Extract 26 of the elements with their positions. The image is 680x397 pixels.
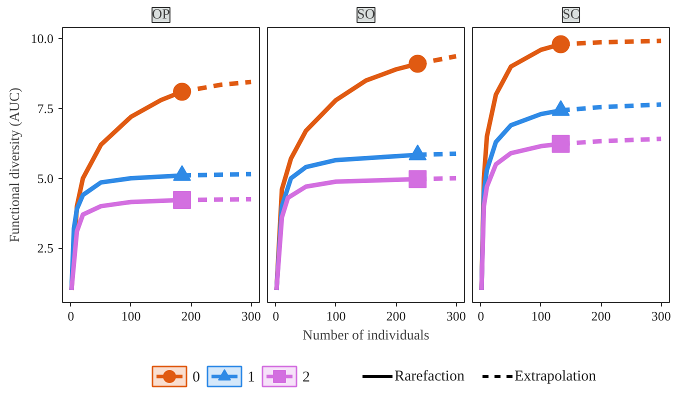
y-axis-title: Functional diversity (AUC) bbox=[8, 87, 23, 242]
x-tick-label: 200 bbox=[181, 308, 201, 324]
x-tick-label: 0 bbox=[478, 308, 484, 324]
text: Rarefaction bbox=[394, 368, 465, 384]
chart-title: OP bbox=[152, 8, 170, 22]
x-tick-label: 0 bbox=[68, 308, 74, 324]
chart-title: SC bbox=[562, 8, 580, 22]
x-tick-label: 0 bbox=[272, 308, 280, 324]
y-tick-label: 5.0 bbox=[37, 170, 54, 186]
chart-title: SO bbox=[357, 8, 375, 22]
legend-label: 2 bbox=[302, 370, 310, 386]
x-tick-label: 100 bbox=[531, 308, 551, 324]
x-tick-label: 300 bbox=[446, 308, 466, 324]
text: Extrapolation bbox=[514, 368, 597, 384]
x-tick-label: 200 bbox=[386, 308, 406, 324]
y-tick-label: 10.0 bbox=[30, 31, 54, 46]
x-tick-label: 300 bbox=[651, 308, 671, 324]
y-tick-label: 7.5 bbox=[37, 100, 54, 116]
x-axis-title: Number of individuals bbox=[302, 328, 430, 344]
x-tick-label: 200 bbox=[591, 308, 611, 324]
legend-label: 1 bbox=[248, 370, 255, 386]
x-tick-label: 300 bbox=[241, 308, 261, 324]
x-tick-label: 100 bbox=[121, 308, 141, 324]
y-tick-label: 2.5 bbox=[37, 240, 54, 256]
x-tick-label: 100 bbox=[326, 308, 346, 324]
legend-label: 0 bbox=[192, 370, 200, 386]
